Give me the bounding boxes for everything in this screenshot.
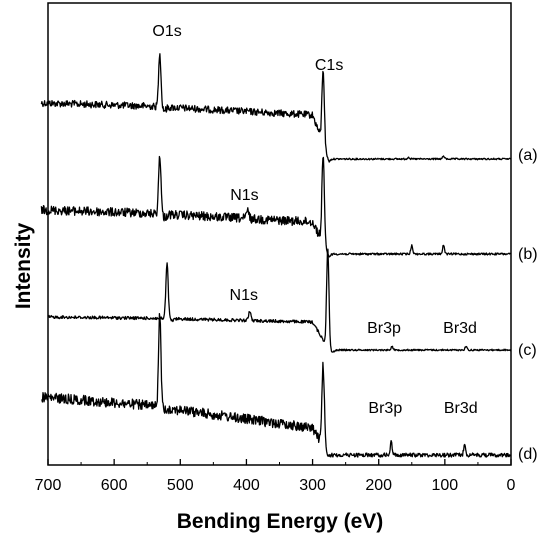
x-tick-label: 600	[101, 477, 128, 494]
x-tick-label: 500	[167, 477, 194, 494]
peak-annotation: Br3d	[443, 320, 477, 337]
x-axis-title: Bending Energy (eV)	[177, 510, 384, 533]
series-layer	[40, 53, 512, 458]
x-tick-label: 100	[432, 477, 459, 494]
series-line-3	[47, 248, 512, 353]
series-line-4	[41, 313, 512, 458]
x-tick-label: 200	[365, 477, 392, 494]
x-ticks: 700 600 500 400 300 200 100 0	[35, 459, 516, 494]
x-tick-label: 0	[507, 477, 516, 494]
peak-annotation: N1s	[230, 187, 258, 204]
series-line-2	[40, 155, 512, 258]
series-label-3: (c)	[518, 342, 537, 359]
x-tick-label: 300	[299, 477, 326, 494]
x-tick-label: 400	[233, 477, 260, 494]
series-line-1	[40, 53, 512, 163]
peak-annotations: O1s C1s N1s N1s Br3p Br3d Br3p Br3d	[152, 23, 477, 417]
x-tick-label: 700	[35, 477, 62, 494]
plot-frame	[47, 2, 512, 466]
series-label-4: (d)	[518, 446, 538, 463]
peak-annotation: Br3p	[368, 400, 402, 417]
peak-annotation: C1s	[315, 57, 343, 74]
peak-annotation: Br3d	[444, 400, 478, 417]
peak-annotation: O1s	[152, 23, 181, 40]
peak-annotation: N1s	[230, 287, 258, 304]
series-label-2: (b)	[518, 246, 538, 263]
axes-layer	[47, 2, 512, 466]
series-labels: (a) (b) (c) (d)	[518, 147, 538, 463]
peak-annotation: Br3p	[367, 320, 401, 337]
y-axis-title: Intensity	[12, 223, 35, 310]
series-label-1: (a)	[518, 147, 538, 164]
